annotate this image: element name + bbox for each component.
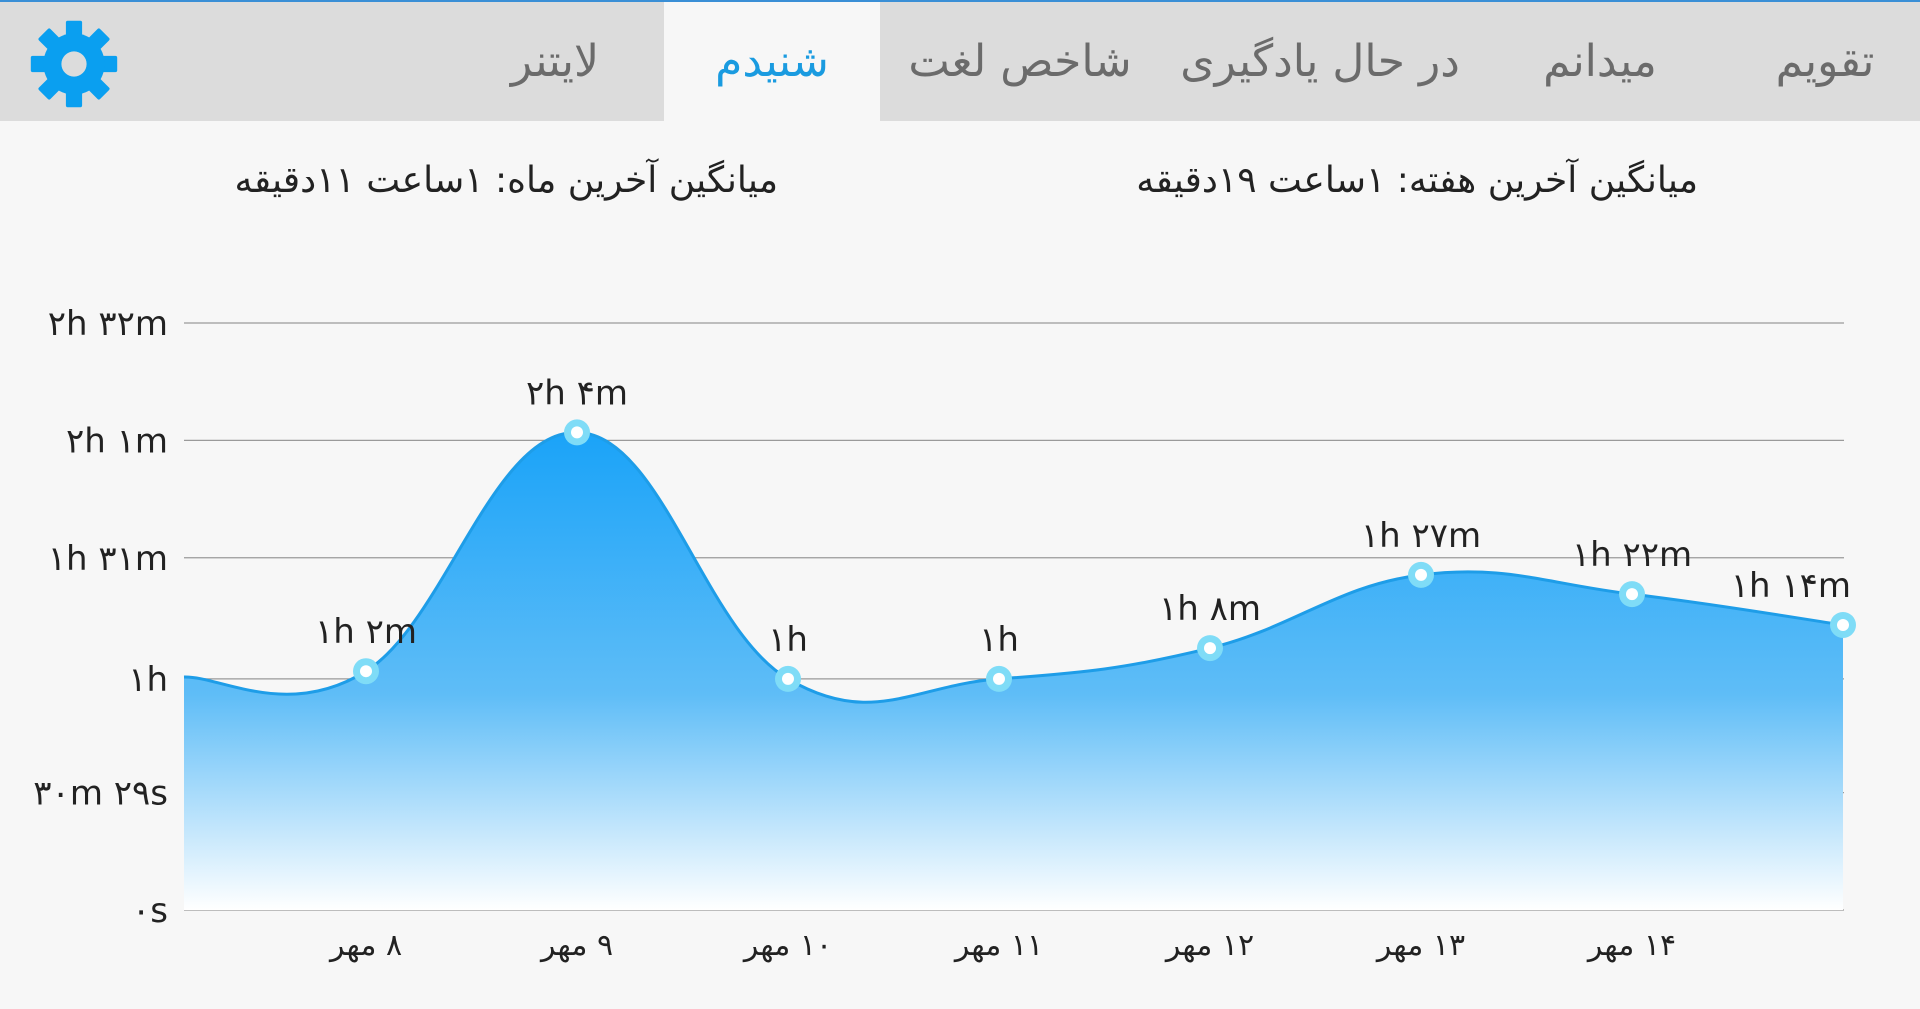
data-point-center xyxy=(1837,618,1849,631)
data-label: ۱h ۲۷m xyxy=(1361,516,1481,556)
tab-leitner[interactable]: لایتنر xyxy=(510,36,600,87)
tab-calendar[interactable]: تقویم xyxy=(1775,36,1875,87)
data-point-center xyxy=(360,665,372,678)
y-tick-label: ۳۰m ۲۹s xyxy=(33,774,168,814)
x-tick-label: ۱۳ مهر xyxy=(1375,928,1465,963)
tab-bar: تقویم میدانم در حال یادگیری شاخص لغت شنی… xyxy=(0,0,1920,121)
y-tick-label: ۱h ۳۱m xyxy=(48,539,168,579)
tab-heard[interactable]: شنیدم xyxy=(664,2,880,121)
y-tick-label: ۲h ۱m xyxy=(66,421,168,461)
y-tick-label: ۰s xyxy=(132,891,168,931)
data-point-center xyxy=(1626,588,1638,601)
data-label: ۱h ۸m xyxy=(1159,589,1261,629)
y-tick-label: ۱h xyxy=(128,660,168,700)
data-label: ۱h xyxy=(768,620,808,660)
tab-learning[interactable]: در حال یادگیری xyxy=(1180,36,1460,87)
data-label: ۱h ۱۴m xyxy=(1731,566,1851,606)
tab-word-index[interactable]: شاخص لغت xyxy=(908,36,1132,87)
x-tick-label: ۱۱ مهر xyxy=(953,928,1043,963)
settings-button[interactable] xyxy=(26,16,122,112)
data-label: ۱h ۲m xyxy=(315,612,417,652)
x-tick-label: ۸ مهر xyxy=(328,928,402,963)
series-line xyxy=(183,430,1844,704)
data-label: ۱h ۲۲m xyxy=(1572,535,1692,575)
data-point-center xyxy=(1204,642,1216,655)
area-fill xyxy=(184,432,1843,910)
month-average: میانگین آخرین ماه: ۱ساعت ۱۱دقیقه xyxy=(234,160,778,201)
data-label: ۱h xyxy=(979,620,1019,660)
x-tick-label: ۱۰ مهر xyxy=(742,928,832,963)
gear-icon xyxy=(30,20,118,108)
data-point-center xyxy=(782,672,794,685)
x-tick-label: ۱۴ مهر xyxy=(1586,928,1676,963)
week-average: میانگین آخرین هفته: ۱ساعت ۱۹دقیقه xyxy=(1136,160,1698,201)
y-tick-label: ۲h ۳۲m xyxy=(48,304,168,344)
data-label: ۲h ۴m xyxy=(526,373,628,413)
tab-known[interactable]: میدانم xyxy=(1543,36,1657,87)
data-point-center xyxy=(571,426,583,439)
x-tick-label: ۹ مهر xyxy=(539,928,613,963)
data-point-center xyxy=(1415,568,1427,581)
data-point-center xyxy=(993,672,1005,685)
x-tick-label: ۱۲ مهر xyxy=(1164,928,1254,963)
